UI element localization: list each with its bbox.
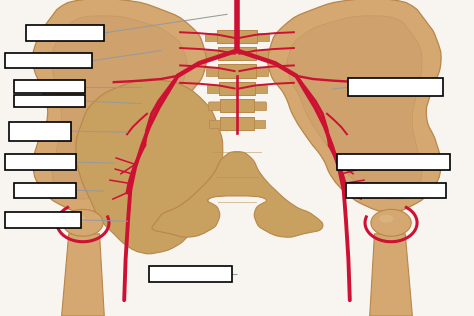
Bar — [218, 47, 256, 60]
Bar — [256, 50, 268, 58]
Bar — [255, 68, 267, 76]
Bar — [219, 82, 255, 95]
Bar — [206, 50, 218, 58]
Bar — [5, 154, 76, 170]
Bar — [5, 212, 81, 228]
PathPatch shape — [152, 152, 323, 237]
Bar — [26, 25, 104, 41]
Polygon shape — [62, 234, 104, 316]
Bar — [14, 183, 76, 198]
PathPatch shape — [76, 79, 223, 254]
Bar — [14, 95, 85, 107]
Bar — [346, 183, 446, 198]
Bar — [219, 99, 254, 112]
PathPatch shape — [287, 16, 422, 199]
Bar — [254, 102, 266, 110]
PathPatch shape — [267, 0, 441, 212]
Bar — [205, 33, 217, 41]
Bar — [255, 85, 267, 93]
Bar — [217, 30, 257, 43]
Ellipse shape — [71, 215, 85, 222]
Ellipse shape — [371, 209, 411, 236]
Bar — [220, 117, 254, 130]
Bar — [206, 68, 218, 76]
PathPatch shape — [33, 0, 207, 212]
PathPatch shape — [52, 16, 187, 199]
Bar — [5, 53, 92, 68]
Bar — [9, 122, 71, 141]
Bar — [257, 33, 269, 41]
Bar — [254, 120, 265, 128]
Polygon shape — [370, 234, 412, 316]
Ellipse shape — [63, 209, 103, 236]
Bar — [348, 78, 443, 96]
Bar — [218, 64, 256, 78]
Bar — [149, 266, 232, 282]
Bar — [207, 85, 219, 93]
Bar — [209, 120, 220, 128]
Bar — [14, 80, 85, 93]
Bar — [208, 102, 219, 110]
Ellipse shape — [379, 215, 393, 222]
Bar — [337, 154, 450, 170]
